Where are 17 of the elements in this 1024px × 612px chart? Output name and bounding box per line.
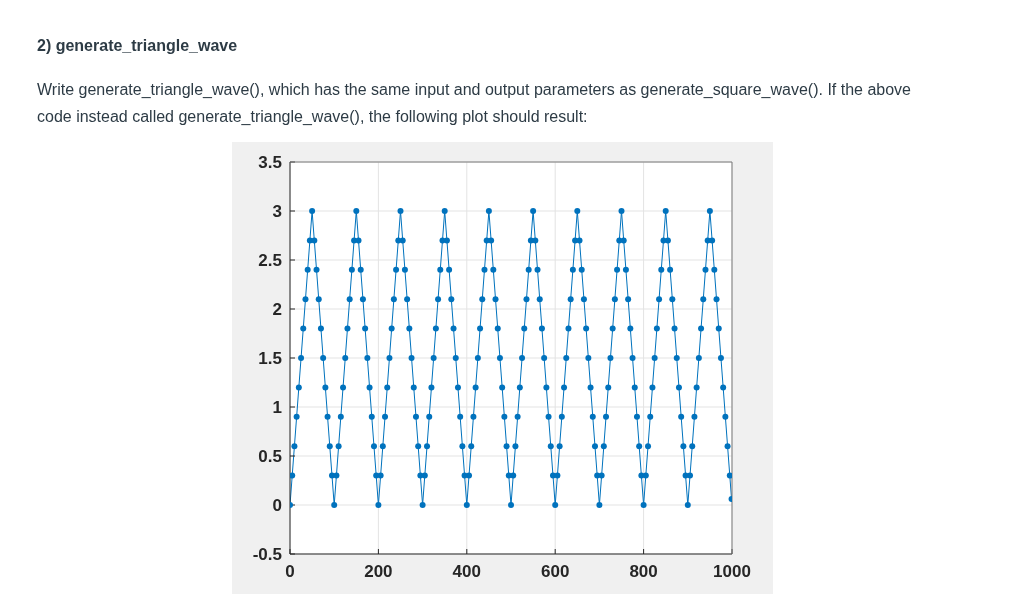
y-tick-label: 2.5	[258, 251, 282, 271]
x-tick-label: 200	[364, 562, 393, 582]
chart-subtitle: Write generate_triangle_wave(), which has the same input and output parameters as generate_square_wave(). If the above code instead called generate_triangle_wave(), the following plot should result:	[37, 81, 911, 125]
x-tick-label: 600	[541, 562, 570, 582]
y-tick-label: -0.5	[252, 545, 282, 565]
text: 2) generate_triangle_wave	[37, 37, 238, 54]
y-tick-label: 3	[272, 202, 282, 222]
y-tick-label: 3.5	[258, 153, 282, 173]
x-tick-label: 800	[629, 562, 658, 582]
y-tick-label: 1.5	[258, 349, 282, 369]
y-tick-label: 1	[272, 398, 282, 418]
y-tick-label: 2	[272, 300, 282, 320]
y-tick-label: 0.5	[258, 447, 282, 467]
x-tick-label: 1000	[713, 562, 751, 582]
x-tick-label: 0	[285, 562, 295, 582]
x-tick-label: 400	[452, 562, 481, 582]
y-tick-label: 0	[272, 496, 282, 516]
